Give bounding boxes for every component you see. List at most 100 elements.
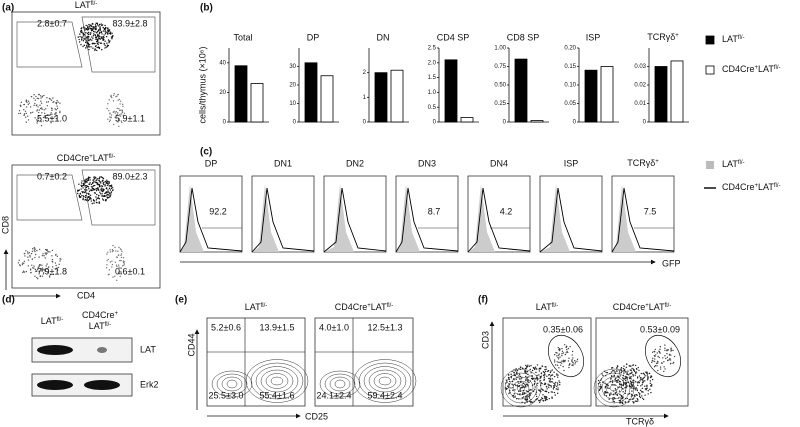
event-dot xyxy=(116,113,118,116)
event-dot xyxy=(31,264,33,266)
event-dot xyxy=(650,375,653,378)
event-dot xyxy=(646,384,648,387)
event-dot xyxy=(636,377,639,379)
event-dot xyxy=(47,271,49,274)
event-dot xyxy=(51,260,53,263)
event-dot xyxy=(106,264,108,266)
event-dot xyxy=(117,254,120,256)
event-dot xyxy=(103,195,105,197)
event-dot xyxy=(608,394,611,397)
event-dot xyxy=(37,93,40,96)
event-dot xyxy=(102,179,104,182)
event-dot xyxy=(553,354,556,356)
event-dot xyxy=(597,379,600,382)
event-dot xyxy=(546,398,548,401)
event-dot xyxy=(111,260,113,262)
contour xyxy=(255,366,299,396)
event-dot xyxy=(46,97,48,99)
event-dot xyxy=(513,371,515,374)
event-dot xyxy=(82,40,85,42)
quadrant-value: 55.4±1.6 xyxy=(260,390,295,400)
event-dot xyxy=(97,37,100,39)
event-dot xyxy=(36,119,38,121)
event-dot xyxy=(544,397,546,400)
event-dot xyxy=(102,26,104,29)
event-dot xyxy=(18,112,20,115)
event-dot xyxy=(670,362,672,365)
event-dot xyxy=(641,378,643,380)
event-dot xyxy=(516,373,518,375)
sample-histogram xyxy=(395,187,459,253)
event-dot xyxy=(123,263,126,265)
event-dot xyxy=(613,401,616,403)
event-dot xyxy=(524,383,526,386)
event-dot xyxy=(55,111,57,114)
event-dot xyxy=(524,392,526,394)
event-dot xyxy=(31,250,34,253)
event-dot xyxy=(119,267,121,270)
event-dot xyxy=(563,369,565,372)
event-dot xyxy=(41,275,44,277)
event-dot xyxy=(37,118,39,120)
event-dot xyxy=(534,386,536,388)
event-dot xyxy=(531,401,534,404)
event-dot xyxy=(647,373,649,375)
y-tick-label: 0.05 xyxy=(564,101,576,107)
event-dot xyxy=(96,24,99,26)
event-dot xyxy=(664,349,666,351)
quadrant-value: 59.4±2.4 xyxy=(368,390,403,400)
event-dot xyxy=(118,119,120,122)
event-dot xyxy=(556,355,558,357)
event-dot xyxy=(656,362,659,364)
event-dot xyxy=(543,372,546,374)
event-dot xyxy=(642,398,645,401)
event-dot xyxy=(623,372,625,374)
event-dot xyxy=(662,357,664,359)
event-dot xyxy=(508,383,510,385)
event-dot xyxy=(546,388,548,390)
event-dot xyxy=(96,193,98,196)
event-dot xyxy=(52,97,54,99)
quadrant-value: 0.7±0.2 xyxy=(37,171,67,181)
lane-label-sup: + xyxy=(115,311,119,317)
event-dot xyxy=(44,270,47,272)
event-dot xyxy=(550,374,553,376)
event-dot xyxy=(548,377,550,380)
event-dot xyxy=(116,95,118,97)
event-dot xyxy=(30,112,32,114)
event-dot xyxy=(110,36,113,38)
plot-title-part: CD4Cre xyxy=(57,153,90,163)
event-dot xyxy=(119,115,122,117)
event-dot xyxy=(90,183,93,186)
legend-label-sup: fl/- xyxy=(738,160,745,166)
event-dot xyxy=(82,195,85,197)
event-dot xyxy=(562,352,565,354)
event-dot xyxy=(120,109,122,111)
event-dot xyxy=(120,267,122,269)
plot-title: LATfl/- xyxy=(536,302,559,312)
event-dot xyxy=(632,364,634,366)
event-dot xyxy=(634,374,636,376)
legend-swatch xyxy=(706,161,714,169)
event-dot xyxy=(631,372,633,374)
event-dot xyxy=(654,358,656,360)
event-dot xyxy=(94,24,97,26)
event-dot xyxy=(91,39,93,41)
plot-title-sup: fl/- xyxy=(109,154,116,160)
lane-label-part: CD4Cre xyxy=(82,310,115,320)
event-dot xyxy=(99,185,101,188)
event-dot xyxy=(621,401,623,404)
gate-value: 92.2 xyxy=(209,206,227,216)
contour xyxy=(500,368,542,408)
event-dot xyxy=(38,111,40,114)
event-dot xyxy=(56,105,58,107)
y-axis-label: CD44 xyxy=(186,333,196,356)
event-dot xyxy=(630,382,632,384)
event-dot xyxy=(540,382,542,384)
event-dot xyxy=(18,259,20,261)
gate xyxy=(81,16,156,73)
legend-label-sup: fl/- xyxy=(774,65,781,71)
event-dot xyxy=(56,267,58,269)
x-axis-label: CD25 xyxy=(305,411,328,421)
chart-title: DP xyxy=(307,32,320,42)
